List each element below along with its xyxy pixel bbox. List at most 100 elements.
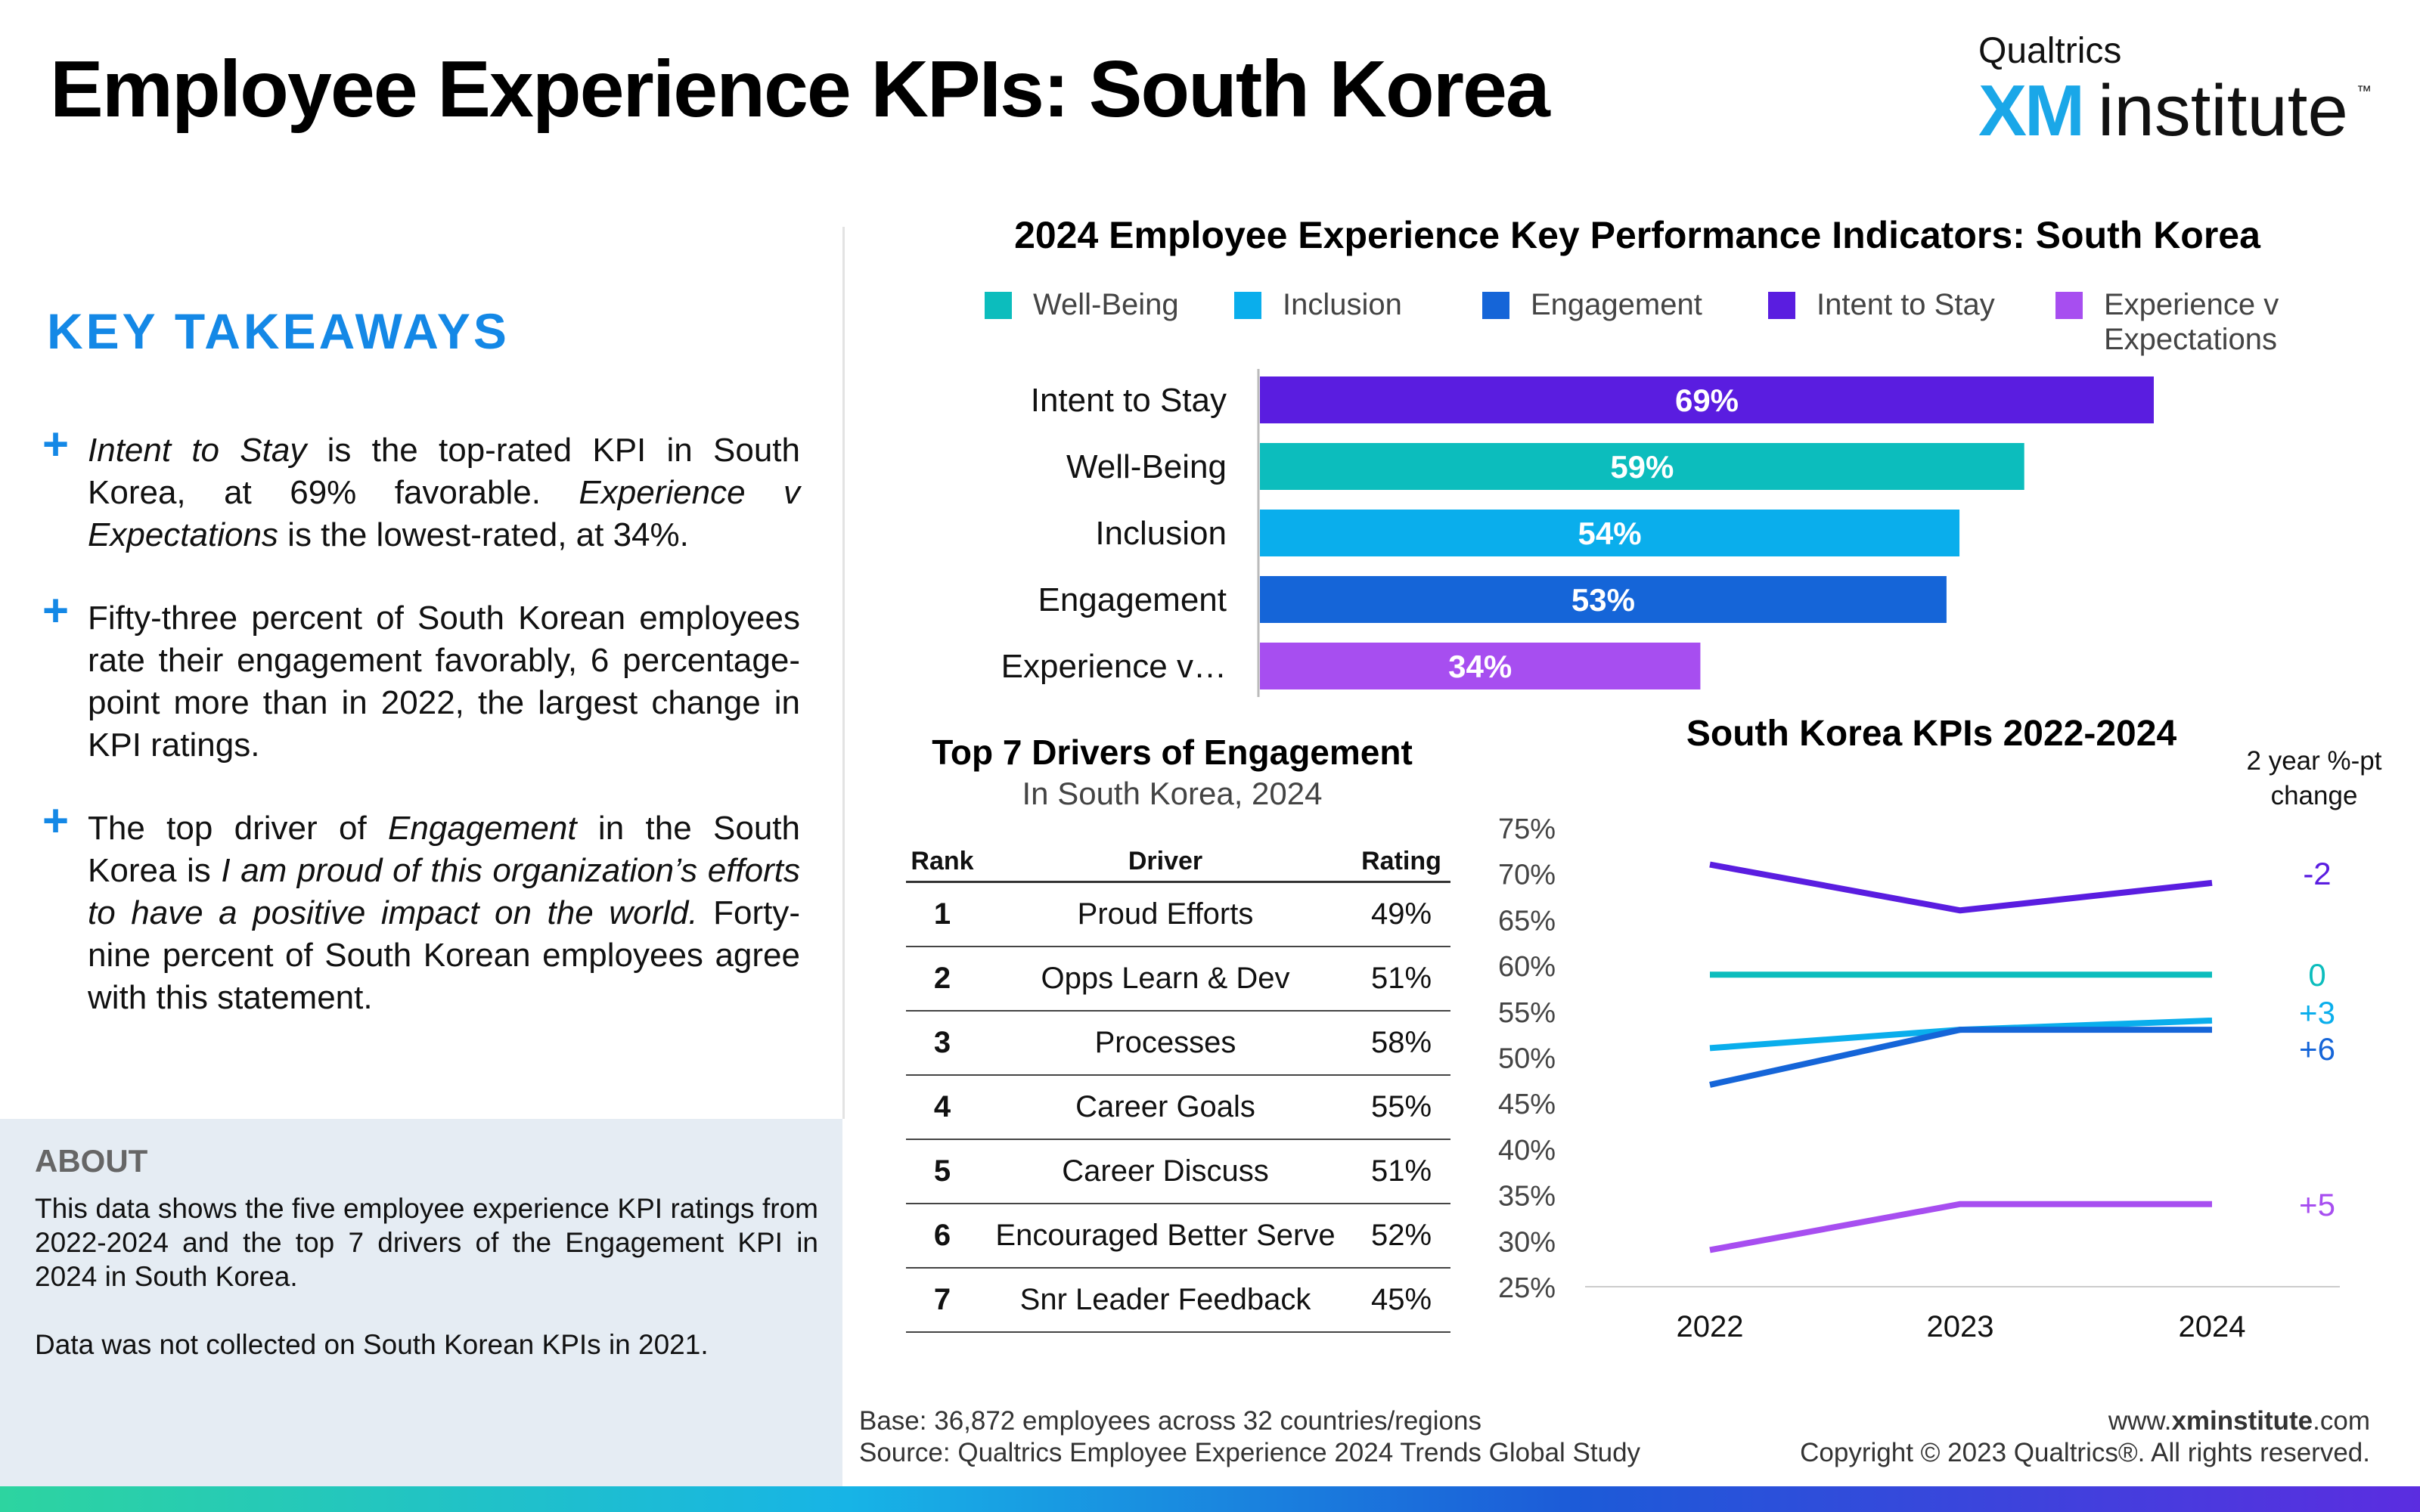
table-row: 6 Encouraged Better Serve 52% xyxy=(906,1204,1450,1269)
logo-qualtrics-text: Qualtrics xyxy=(1978,31,2122,71)
takeaway-1: Intent to Stay is the top-rated KPI in S… xyxy=(88,432,801,553)
xm-institute-logo: Qualtrics XM institute ™ xyxy=(1978,30,2372,151)
change-label: +5 xyxy=(2299,1187,2335,1222)
legend-swatch xyxy=(2055,292,2083,319)
bar-value-label: 53% xyxy=(1571,582,1635,618)
legend-swatch xyxy=(1768,292,1795,319)
bar xyxy=(1260,643,1701,689)
rating-cell: 51% xyxy=(1352,1139,1450,1204)
bar-category-label: Experience v… xyxy=(1001,648,1227,685)
bar-category-label: Engagement xyxy=(1038,581,1227,618)
bar-value-label: 59% xyxy=(1610,449,1674,485)
driver-cell: Encouraged Better Serve xyxy=(979,1204,1352,1269)
footer-base-note: Base: 36,872 employees across 32 countri… xyxy=(859,1406,1481,1436)
y-tick-label: 25% xyxy=(1498,1272,1556,1304)
page-title: Employee Experience KPIs: South Korea xyxy=(50,45,1550,134)
about-text: This data shows the five employee experi… xyxy=(35,1193,818,1292)
driver-cell: Processes xyxy=(979,1011,1352,1076)
driver-cell: Proud Efforts xyxy=(979,881,1352,947)
y-tick-label: 55% xyxy=(1498,997,1556,1029)
bar-chart-title: 2024 Employee Experience Key Performance… xyxy=(1014,214,2261,256)
drivers-table: Rank Driver Rating 1 Proud Efforts 49% 2… xyxy=(906,844,1450,1333)
bar xyxy=(1260,510,1960,556)
about-note: Data was not collected on South Korean K… xyxy=(35,1329,709,1360)
takeaway-3: The top driver of Engagement in the Sout… xyxy=(88,810,800,1016)
y-tick-label: 40% xyxy=(1498,1135,1556,1167)
change-column-header: 2 year %-pt change xyxy=(2246,746,2382,810)
plus-icon: + xyxy=(42,419,70,469)
bar xyxy=(1260,376,2154,423)
rating-cell: 55% xyxy=(1352,1075,1450,1140)
rank-cell: 5 xyxy=(906,1139,979,1204)
y-tick-label: 65% xyxy=(1498,905,1556,937)
legend-swatch xyxy=(985,292,1012,319)
footer-website-link[interactable]: www.xminstitute.com xyxy=(2108,1406,2370,1436)
bar-category-label: Inclusion xyxy=(1095,515,1227,552)
takeaway-2: Fifty-three percent of South Korean empl… xyxy=(88,600,800,764)
y-tick-label: 60% xyxy=(1498,951,1556,983)
rating-cell: 52% xyxy=(1352,1204,1450,1269)
x-tick-label: 2023 xyxy=(1927,1310,1994,1343)
x-tick-label: 2022 xyxy=(1677,1310,1744,1343)
rank-cell: 2 xyxy=(906,947,979,1012)
driver-cell: Career Discuss xyxy=(979,1139,1352,1204)
y-tick-label: 35% xyxy=(1498,1181,1556,1213)
url-prefix: www. xyxy=(2108,1406,2172,1436)
change-label: 0 xyxy=(2308,957,2325,993)
driver-cell: Career Goals xyxy=(979,1075,1352,1140)
rating-cell: 58% xyxy=(1352,1011,1450,1076)
logo-institute-text: institute xyxy=(2098,70,2348,151)
table-row: 7 Snr Leader Feedback 45% xyxy=(906,1268,1450,1333)
plus-icon: + xyxy=(42,585,70,636)
drivers-table-subtitle: In South Korea, 2024 xyxy=(1022,776,1323,811)
kpi-trend-line-chart: South Korea KPIs 2022-2024 75% 70% 65% 60% 5… xyxy=(1498,714,2340,1343)
logo-xm-text: XM xyxy=(1978,70,2085,151)
y-tick-label: 75% xyxy=(1498,813,1556,845)
legend-swatch xyxy=(1234,292,1261,319)
x-tick-label: 2024 xyxy=(2179,1310,2246,1343)
table-row: 1 Proud Efforts 49% xyxy=(906,881,1450,947)
legend-label: Inclusion xyxy=(1283,288,1402,321)
rank-cell: 3 xyxy=(906,1011,979,1076)
about-title: ABOUT xyxy=(35,1143,148,1179)
footer-source-note: Source: Qualtrics Employee Experience 20… xyxy=(859,1438,1641,1467)
legend-label: Well-Being xyxy=(1033,288,1179,321)
rating-cell: 51% xyxy=(1352,947,1450,1012)
brand-gradient-bar xyxy=(0,1486,2420,1512)
series-line xyxy=(1709,1201,2212,1253)
series-line xyxy=(1709,861,2213,914)
plus-icon: + xyxy=(42,795,70,846)
bar-category-label: Well-Being xyxy=(1066,448,1227,485)
bar xyxy=(1260,443,2024,490)
footer-copyright: Copyright © 2023 Qualtrics®. All rights … xyxy=(1800,1438,2370,1467)
legend-swatch xyxy=(1482,292,1509,319)
url-domain: xminstitute xyxy=(2171,1406,2313,1436)
bar-value-label: 34% xyxy=(1448,649,1512,684)
table-row: 2 Opps Learn & Dev 51% xyxy=(906,947,1450,1012)
url-suffix: .com xyxy=(2313,1406,2370,1436)
drivers-table-header: Rank Driver Rating xyxy=(906,844,1450,883)
about-panel xyxy=(0,1119,842,1486)
rating-cell: 45% xyxy=(1352,1268,1450,1333)
column-header-driver: Driver xyxy=(979,844,1352,883)
legend-label: Intent to Stay xyxy=(1817,288,1995,321)
line-chart-title: South Korea KPIs 2022-2024 xyxy=(1686,714,2177,754)
rank-cell: 7 xyxy=(906,1268,979,1333)
rating-cell: 49% xyxy=(1352,881,1450,947)
bar-value-label: 54% xyxy=(1578,516,1641,551)
legend-label: Experience v Expectations xyxy=(2104,288,2279,356)
rank-cell: 1 xyxy=(906,881,979,947)
y-tick-label: 45% xyxy=(1498,1089,1556,1120)
drivers-table-title: Top 7 Drivers of Engagement xyxy=(932,733,1413,772)
driver-cell: Snr Leader Feedback xyxy=(979,1268,1352,1333)
column-divider xyxy=(842,227,845,1119)
bar xyxy=(1260,576,1947,623)
driver-cell: Opps Learn & Dev xyxy=(979,947,1352,1012)
series-line xyxy=(1709,1017,2213,1052)
change-label: +3 xyxy=(2299,995,2335,1030)
bar-value-label: 69% xyxy=(1675,383,1739,418)
column-header-rating: Rating xyxy=(1352,844,1450,883)
rank-cell: 4 xyxy=(906,1075,979,1140)
bar-chart-legend: Well-Being Inclusion Engagement Intent to S… xyxy=(985,288,2279,356)
y-tick-label: 50% xyxy=(1498,1043,1556,1075)
